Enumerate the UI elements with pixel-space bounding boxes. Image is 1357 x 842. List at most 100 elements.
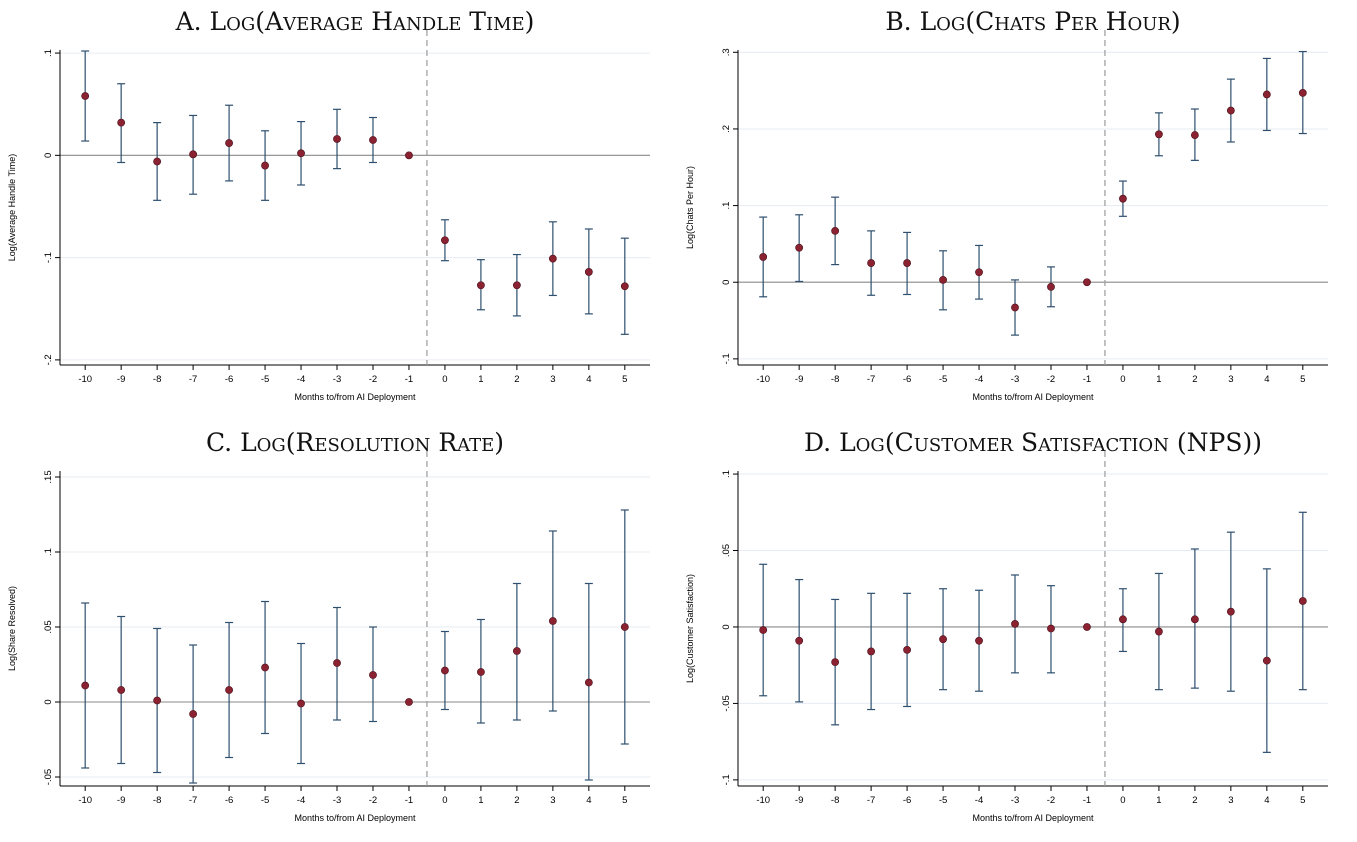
data-point: [1083, 278, 1091, 287]
y-tick-label: -.1: [43, 252, 54, 263]
data-point: [975, 268, 983, 277]
x-tick-label: -1: [405, 374, 413, 385]
data-point: [1262, 656, 1271, 665]
x-tick-label: -9: [117, 795, 125, 806]
x-tick-label: -4: [297, 374, 305, 385]
data-point: [1190, 615, 1199, 624]
x-tick-label: -7: [189, 795, 197, 806]
data-point: [405, 151, 413, 160]
data-point: [620, 282, 629, 291]
data-point: [477, 281, 485, 290]
x-tick-label: -7: [867, 795, 875, 806]
y-tick-label: -.05: [721, 695, 732, 711]
data-point: [939, 635, 947, 644]
data-point: [441, 666, 449, 675]
x-axis-label: Months to/from AI Deployment: [294, 813, 416, 823]
x-tick-label: 5: [1300, 374, 1305, 385]
x-tick-label: 3: [1228, 374, 1233, 385]
data-point: [867, 259, 876, 267]
y-axis-label: Log(Share Resolved): [7, 586, 17, 671]
panel-b: B. Log(Chats Per Hour) .3.2.1 0 -.1 -10 -9 -8-…: [678, 0, 1357, 421]
y-tick-label: .05: [721, 544, 732, 557]
data-point: [1083, 623, 1091, 631]
x-tick-label: 0: [1120, 374, 1125, 385]
x-tick-label: 3: [550, 795, 555, 806]
x-tick-label: 1: [478, 374, 483, 385]
data-point: [297, 149, 305, 158]
y-tick-label: -.2: [43, 354, 54, 365]
x-tick-label: -6: [903, 795, 911, 806]
x-tick-label: -4: [297, 795, 305, 806]
data-point: [584, 678, 593, 687]
y-tick-label: 0: [43, 699, 54, 704]
data-point: [1155, 627, 1163, 636]
panel-a: A. Log(Average Handle Time) .1 0 -.1 -.2 -10-…: [0, 0, 679, 421]
chart-title: D. Log(Customer Satisfaction (NPS)): [804, 428, 1262, 457]
data-point: [795, 636, 804, 645]
x-tick-label: 5: [1300, 795, 1305, 806]
y-axis-label: Log(Average Handle Time): [7, 154, 17, 261]
data-point: [759, 253, 768, 261]
data-point: [441, 236, 449, 245]
x-tick-label: 2: [514, 374, 519, 385]
data-point: [620, 623, 629, 631]
y-tick-label: .1: [721, 470, 732, 478]
x-tick-label: 4: [1264, 374, 1269, 385]
x-tick-label: -5: [261, 374, 269, 385]
x-tick-label: 0: [442, 374, 447, 385]
data-point: [1011, 303, 1019, 312]
x-tick-label: 3: [550, 374, 555, 385]
data-point: [1119, 194, 1127, 203]
data-point: [1047, 624, 1055, 633]
y-tick-label: .05: [43, 620, 54, 633]
data-point: [759, 626, 768, 634]
x-tick-label: -4: [975, 374, 983, 385]
x-tick-label: -2: [1047, 795, 1055, 806]
x-tick-label: -9: [117, 374, 125, 385]
x-tick-label: -2: [1047, 374, 1055, 385]
x-tick-label: 2: [1192, 795, 1197, 806]
data-point: [81, 681, 90, 690]
chart-a: A. Log(Average Handle Time).10-.1-.2-10-…: [7, 7, 650, 402]
panel-c: C. Log(Resolution Rate) .15.1.05 0 -.05 -10-…: [0, 421, 679, 842]
data-point: [405, 698, 413, 706]
chart-title: A. Log(Average Handle Time): [175, 7, 535, 36]
data-point: [795, 243, 804, 252]
x-tick-label: 4: [1264, 795, 1269, 806]
y-tick-label: .1: [43, 49, 54, 57]
x-tick-label: 1: [478, 795, 483, 806]
x-tick-label: -10: [78, 374, 92, 385]
data-point: [548, 254, 557, 263]
data-point: [153, 696, 162, 705]
x-tick-label: -1: [405, 795, 413, 806]
y-tick-label: -.1: [721, 353, 732, 364]
chart-title: B. Log(Chats Per Hour): [885, 7, 1180, 36]
y-axis-label: Log(Customer Satisfaction): [685, 574, 695, 683]
x-tick-label: -9: [795, 374, 803, 385]
x-tick-label: -3: [333, 374, 341, 385]
data-point: [512, 281, 521, 290]
data-point: [1119, 615, 1127, 624]
y-tick-label: .1: [721, 202, 732, 210]
panel-d: D. Log(Customer Satisfaction (NPS)) .1 .05…: [678, 421, 1357, 842]
x-axis-label: Months to/from AI Deployment: [972, 813, 1094, 823]
y-tick-label: .15: [43, 470, 54, 483]
data-point: [939, 276, 947, 284]
data-point: [1226, 106, 1235, 115]
data-point: [1226, 607, 1235, 616]
y-tick-label: 0: [43, 153, 54, 158]
x-tick-label: 1: [1156, 374, 1161, 385]
x-tick-label: -6: [903, 374, 911, 385]
x-tick-label: -10: [78, 795, 92, 806]
x-tick-label: 5: [622, 795, 627, 806]
x-tick-label: 4: [586, 795, 591, 806]
x-tick-label: -5: [261, 795, 269, 806]
data-point: [189, 150, 198, 159]
data-point: [1047, 282, 1055, 291]
x-tick-label: -3: [1011, 795, 1019, 806]
data-point: [867, 647, 876, 656]
data-point: [831, 658, 840, 667]
data-point: [225, 139, 233, 147]
x-tick-label: 4: [586, 374, 591, 385]
data-point: [903, 259, 911, 267]
